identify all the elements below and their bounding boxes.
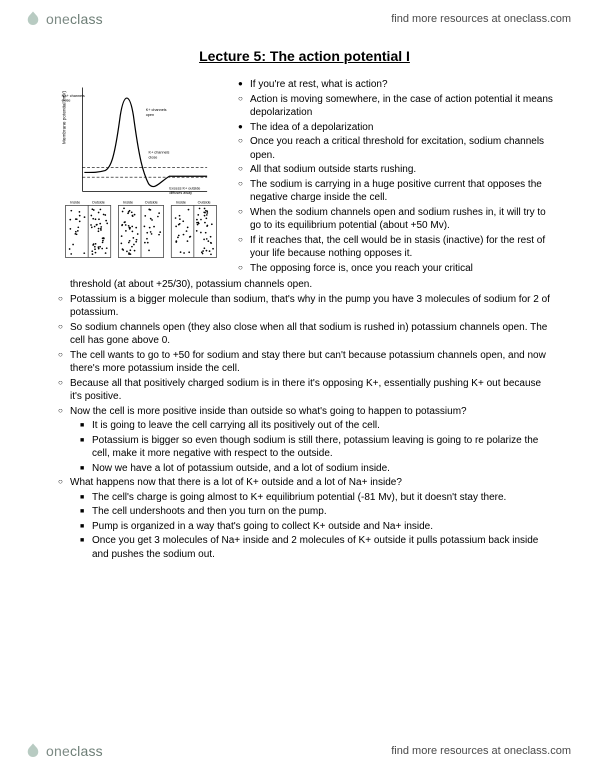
bullet-item: Once you reach a critical threshold for … — [236, 135, 553, 162]
logo-text: oneclass — [46, 11, 103, 27]
document-page: Lecture 5: The action potential I Na+ ch… — [56, 48, 553, 722]
footer-bar: oneclass find more resources at oneclass… — [0, 732, 595, 770]
bullet-item: Pump is organized in a way that's going … — [78, 520, 553, 534]
logo: oneclass — [24, 10, 103, 28]
leaf-icon — [24, 742, 42, 760]
header-bar: oneclass find more resources at oneclass… — [0, 0, 595, 38]
figure-svg: Na+ channels close K+ channels open K+ c… — [56, 78, 226, 267]
bullet-item: The cell undershoots and then you turn o… — [78, 505, 553, 519]
header-resource-link[interactable]: find more resources at oneclass.com — [391, 13, 571, 25]
bullet-item: Once you get 3 molecules of Na+ inside a… — [78, 534, 553, 561]
bullet-item: The opposing force is, once you reach yo… — [236, 262, 553, 276]
bullet-item: When the sodium channels open and sodium… — [236, 206, 553, 233]
bullet-item: All that sodium outside starts rushing. — [236, 163, 553, 177]
content-top-row: Na+ channels close K+ channels open K+ c… — [56, 78, 553, 276]
bullet-item: It is going to leave the cell carrying a… — [78, 419, 553, 433]
footer-resource-link[interactable]: find more resources at oneclass.com — [391, 745, 571, 757]
svg-text:Inside: Inside — [70, 201, 80, 205]
bullet-item: Potassium is bigger so even though sodiu… — [78, 434, 553, 461]
bullet-item: What happens now that there is a lot of … — [56, 476, 553, 490]
bullet-item: The idea of a depolarization — [236, 121, 553, 135]
svg-text:K+ channels: K+ channels — [146, 108, 167, 112]
leaf-icon — [24, 10, 42, 28]
svg-text:close: close — [149, 155, 158, 159]
bullet-item: Now the cell is more positive inside tha… — [56, 405, 553, 419]
bullet-item: So sodium channels open (they also close… — [56, 321, 553, 348]
bullet-item: If you're at rest, what is action? — [236, 78, 553, 92]
footer-logo: oneclass — [24, 742, 103, 760]
svg-text:Inside: Inside — [123, 201, 133, 205]
page-title: Lecture 5: The action potential I — [56, 48, 553, 64]
svg-text:Membrane potential (mV): Membrane potential (mV) — [61, 90, 67, 144]
bullet-item: The sodium is carrying in a huge positiv… — [236, 178, 553, 205]
lower-bullets: threshold (at about +25/30), potassium c… — [56, 278, 553, 561]
bullet-item: The cell wants to go to +50 for sodium a… — [56, 349, 553, 376]
svg-text:open: open — [146, 113, 154, 117]
svg-text:Inside: Inside — [176, 201, 186, 205]
footer-logo-text: oneclass — [46, 743, 103, 759]
top-bullets: If you're at rest, what is action?Action… — [236, 78, 553, 276]
svg-text:Excess K+ outside: Excess K+ outside — [169, 186, 200, 190]
bullet-item: The cell's charge is going almost to K+ … — [78, 491, 553, 505]
svg-text:K+ channels: K+ channels — [149, 151, 170, 155]
bullet-item: Action is moving somewhere, in the case … — [236, 93, 553, 120]
bullet-item: threshold (at about +25/30), potassium c… — [56, 278, 553, 292]
svg-text:diffuses away: diffuses away — [169, 191, 192, 195]
svg-text:Outside: Outside — [145, 201, 158, 205]
svg-text:Outside: Outside — [198, 201, 211, 205]
svg-text:Outside: Outside — [92, 201, 105, 205]
bullet-item: If it reaches that, the cell would be in… — [236, 234, 553, 261]
bullet-item: Potassium is a bigger molecule than sodi… — [56, 293, 553, 320]
bullet-item: Now we have a lot of potassium outside, … — [78, 462, 553, 476]
action-potential-figure: Na+ channels close K+ channels open K+ c… — [56, 78, 226, 267]
bullet-item: Because all that positively charged sodi… — [56, 377, 553, 404]
